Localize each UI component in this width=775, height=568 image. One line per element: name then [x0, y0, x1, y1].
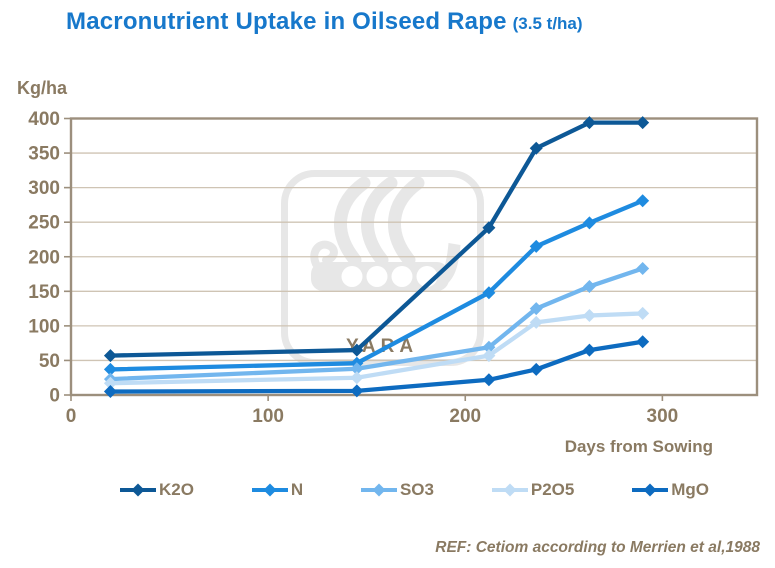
data-point-K2O: [350, 343, 364, 357]
series-line-MgO: [108, 339, 645, 394]
reference-note: REF: Cetiom according to Merrien et al,1…: [435, 539, 760, 556]
watermark-sail: [334, 176, 371, 267]
data-point-P2O5: [636, 306, 650, 320]
y-tick-label: 0: [49, 386, 60, 407]
data-point-MgO: [582, 343, 596, 357]
data-point-K2O: [103, 349, 117, 363]
legend-label: MgO: [671, 480, 709, 499]
data-point-K2O: [582, 116, 596, 130]
watermark-sail: [388, 176, 425, 267]
data-point-K2O: [529, 141, 543, 155]
legend-marker-icon: [120, 483, 156, 497]
x-axis-title: Days from Sowing: [564, 437, 713, 456]
y-tick-label: 200: [28, 247, 60, 268]
data-point-SO3: [482, 340, 496, 354]
data-point-N: [103, 362, 117, 376]
legend-label: P2O5: [530, 480, 575, 499]
y-tick-label: 150: [28, 282, 60, 303]
legend-item-N: N: [250, 480, 303, 500]
data-point-N: [482, 286, 496, 300]
y-axis-title: Kg/ha: [17, 78, 68, 98]
y-tick-label: 250: [28, 213, 60, 234]
title-suffix: (3.5 t/ha): [512, 14, 583, 33]
series-line-K2O: [108, 120, 645, 358]
data-point-P2O5: [582, 309, 596, 323]
data-point-SO3: [636, 262, 650, 276]
watermark-logo: YARA: [281, 170, 484, 366]
data-point-MgO: [103, 385, 117, 399]
y-tick-label: 100: [28, 316, 60, 337]
legend-item-SO3: SO3: [359, 480, 434, 500]
watermark-sail: [361, 176, 398, 267]
data-point-P2O5: [103, 376, 117, 390]
y-tick-label: 50: [39, 351, 60, 372]
data-point-N: [636, 194, 650, 208]
legend-item-MgO: MgO: [630, 480, 709, 500]
page-title: Macronutrient Uptake in Oilseed Rape (3.5…: [66, 8, 583, 36]
data-point-SO3: [529, 302, 543, 316]
data-point-K2O: [482, 221, 496, 235]
watermark-stern: [424, 243, 461, 291]
series-line-P2O5: [108, 311, 645, 386]
legend-marker-icon: [251, 483, 288, 497]
data-point-P2O5: [482, 349, 496, 363]
legend-marker-icon: [491, 483, 528, 497]
data-point-SO3: [582, 279, 596, 293]
data-point-MgO: [529, 362, 543, 376]
legend-label: SO3: [399, 480, 434, 499]
data-point-N: [582, 216, 596, 230]
y-tick-label: 350: [28, 144, 60, 165]
watermark-shield: [391, 266, 413, 287]
series-line-N: [108, 198, 645, 372]
data-point-MgO: [350, 384, 364, 398]
x-tick-label: 100: [252, 406, 284, 427]
legend: K2O N SO3 P2O5 MgO: [118, 477, 709, 503]
legend-label: N: [290, 480, 304, 499]
data-point-P2O5: [350, 371, 364, 385]
data-point-SO3: [350, 362, 364, 376]
watermark-shield: [366, 266, 388, 287]
data-point-P2O5: [529, 315, 543, 329]
watermark-prow: [310, 240, 338, 268]
data-point-K2O: [636, 116, 650, 130]
y-tick-label: 300: [28, 178, 60, 199]
y-tick-label: 400: [28, 109, 60, 130]
series-line-SO3: [108, 266, 645, 382]
legend-label: K2O: [159, 480, 194, 499]
x-tick-label: 300: [647, 406, 679, 427]
data-point-MgO: [636, 335, 650, 349]
title-text: Macronutrient Uptake in Oilseed Rape: [66, 8, 507, 35]
watermark-shield: [341, 266, 363, 287]
data-point-N: [529, 239, 543, 253]
legend-marker-icon: [360, 483, 397, 497]
data-point-MgO: [482, 373, 496, 387]
x-tick-label: 200: [449, 406, 481, 427]
x-tick-label: 0: [66, 406, 77, 427]
legend-marker-icon: [632, 483, 669, 497]
legend-item-K2O: K2O: [118, 480, 194, 500]
legend-item-P2O5: P2O5: [490, 480, 574, 500]
